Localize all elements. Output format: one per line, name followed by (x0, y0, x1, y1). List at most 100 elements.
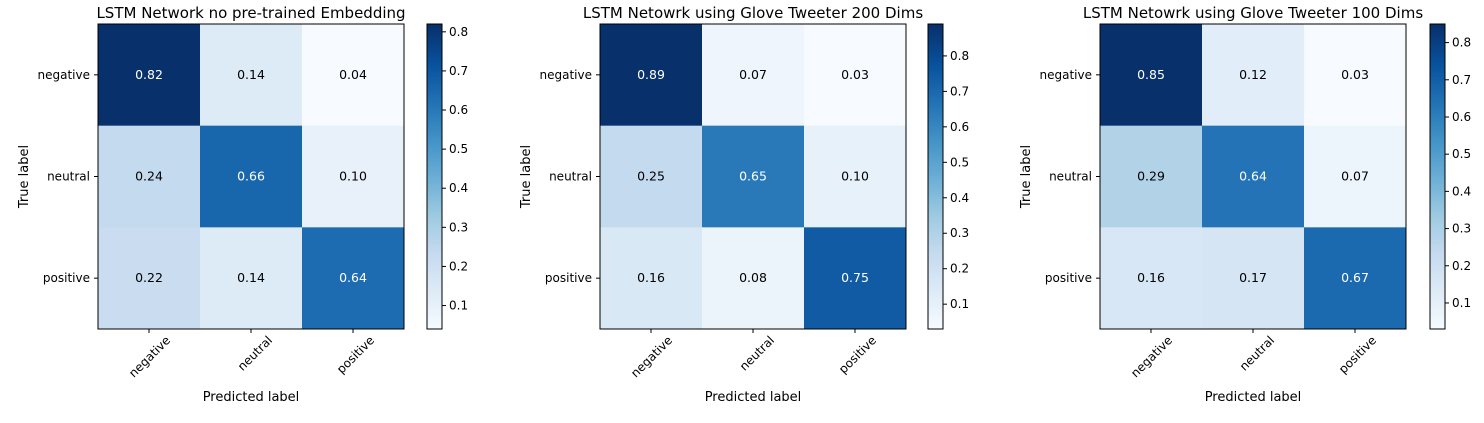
colorbar-segment (1430, 229, 1445, 234)
colorbar-segment (1430, 69, 1445, 73)
colorbar-segment (928, 158, 943, 162)
colorbar-segment (427, 247, 442, 251)
colorbar-segment (928, 133, 943, 137)
colorbar-segment (427, 298, 442, 302)
colorbar-segment (928, 161, 943, 165)
heatmap-cell (1304, 227, 1407, 330)
colorbar-tick-label: 0.1 (950, 297, 969, 311)
colorbar-segment (928, 260, 943, 264)
colorbar-segment (427, 36, 442, 40)
colorbar-tick-label: 0.2 (449, 259, 468, 273)
colorbar-segment (427, 219, 442, 223)
colorbar-segment (928, 166, 943, 170)
colorbar-segment (427, 92, 442, 96)
colorbar-segment (928, 41, 943, 45)
colorbar-segment (1430, 118, 1445, 122)
colorbar-segment (427, 301, 442, 305)
colorbar-segment (427, 273, 442, 277)
colorbar-segment (427, 240, 442, 244)
colorbar-segment (427, 186, 442, 190)
colorbar-segment (928, 255, 943, 259)
colorbar-segment (427, 166, 442, 170)
y-axis-label: True label (1019, 145, 1034, 209)
cell-value-label: 0.82 (135, 67, 163, 82)
colorbar-segment (1430, 166, 1445, 170)
colorbar-segment (928, 186, 943, 190)
colorbar-segment (427, 179, 442, 183)
colorbar-tick-label: 0.5 (1452, 147, 1471, 161)
cell-value-label: 0.03 (1341, 67, 1369, 82)
colorbar-segment (427, 146, 442, 150)
colorbar-segment (928, 257, 943, 261)
colorbar-tick-label: 0.5 (449, 142, 468, 156)
colorbar-segment (1430, 41, 1445, 45)
colorbar-segment (427, 138, 442, 142)
heatmap-cell (804, 24, 907, 127)
colorbar-segment (928, 214, 943, 218)
colorbar-segment (427, 245, 442, 249)
colorbar-segment (1430, 143, 1445, 147)
colorbar-segment (427, 64, 442, 68)
colorbar-segment (1430, 115, 1445, 119)
colorbar-segment (1430, 90, 1445, 94)
colorbar-segment (427, 270, 442, 274)
colorbar-segment (1430, 92, 1445, 96)
colorbar-segment (928, 123, 943, 127)
colorbar-segment (427, 268, 442, 272)
y-tick-label: positive (545, 271, 592, 285)
colorbar-segment (1430, 51, 1445, 56)
colorbar-segment (1430, 237, 1445, 241)
colorbar-segment (427, 161, 442, 165)
colorbar-tick-label: 0.5 (950, 155, 969, 169)
colorbar-segment (1430, 189, 1445, 193)
colorbar-segment (427, 46, 442, 51)
colorbar-tick-label: 0.8 (1452, 36, 1471, 50)
colorbar-segment (928, 130, 943, 134)
colorbar-segment (427, 191, 442, 195)
heatmap-cell (1100, 227, 1203, 330)
colorbar-tick-label: 0.6 (950, 120, 969, 134)
colorbar-segment (928, 247, 943, 251)
cell-value-label: 0.08 (739, 270, 767, 285)
colorbar-segment (1430, 306, 1445, 310)
colorbar-tick-label: 0.7 (1452, 73, 1471, 87)
colorbar-segment (427, 57, 442, 61)
colorbar-segment (427, 207, 442, 211)
cell-value-label: 0.12 (1239, 67, 1267, 82)
cell-value-label: 0.24 (135, 169, 163, 184)
confusion-matrix-panel: 0.89 0.07 0.03 0.25 0.65 0.10 0.16 0.08 0.75 LSTM… (519, 4, 969, 405)
colorbar-segment (427, 326, 442, 330)
colorbar-tick-label: 0.4 (950, 191, 969, 205)
heatmap-cell (600, 227, 703, 330)
heatmap-cell (98, 24, 201, 127)
colorbar-segment (928, 245, 943, 249)
colorbar-segment (928, 97, 943, 101)
colorbar-segment (928, 288, 943, 292)
colorbar-segment (1430, 242, 1445, 246)
colorbar-segment (1430, 105, 1445, 109)
x-tick-label: neutral (235, 333, 275, 373)
colorbar-segment (928, 212, 943, 216)
colorbar-segment (427, 204, 442, 208)
colorbar-segment (427, 82, 442, 86)
colorbar-segment (427, 153, 442, 157)
colorbar-segment (1430, 156, 1445, 160)
colorbar-tick-label: 0.6 (449, 103, 468, 117)
colorbar-segment (427, 196, 442, 200)
colorbar-segment (928, 273, 943, 277)
colorbar-segment (928, 90, 943, 94)
colorbar-segment (427, 125, 442, 129)
colorbar-segment (427, 118, 442, 122)
colorbar-segment (1430, 128, 1445, 132)
colorbar-segment (427, 311, 442, 315)
colorbar-segment (1430, 26, 1445, 30)
cell-value-label: 0.25 (637, 169, 665, 184)
colorbar-segment (928, 146, 943, 150)
x-tick-label: negative (1128, 333, 1175, 380)
colorbar-segment (427, 97, 442, 101)
colorbar-segment (427, 173, 442, 178)
colorbar-segment (1430, 298, 1445, 302)
colorbar-segment (1430, 181, 1445, 185)
colorbar-segment (1430, 288, 1445, 292)
colorbar-segment (928, 95, 943, 99)
